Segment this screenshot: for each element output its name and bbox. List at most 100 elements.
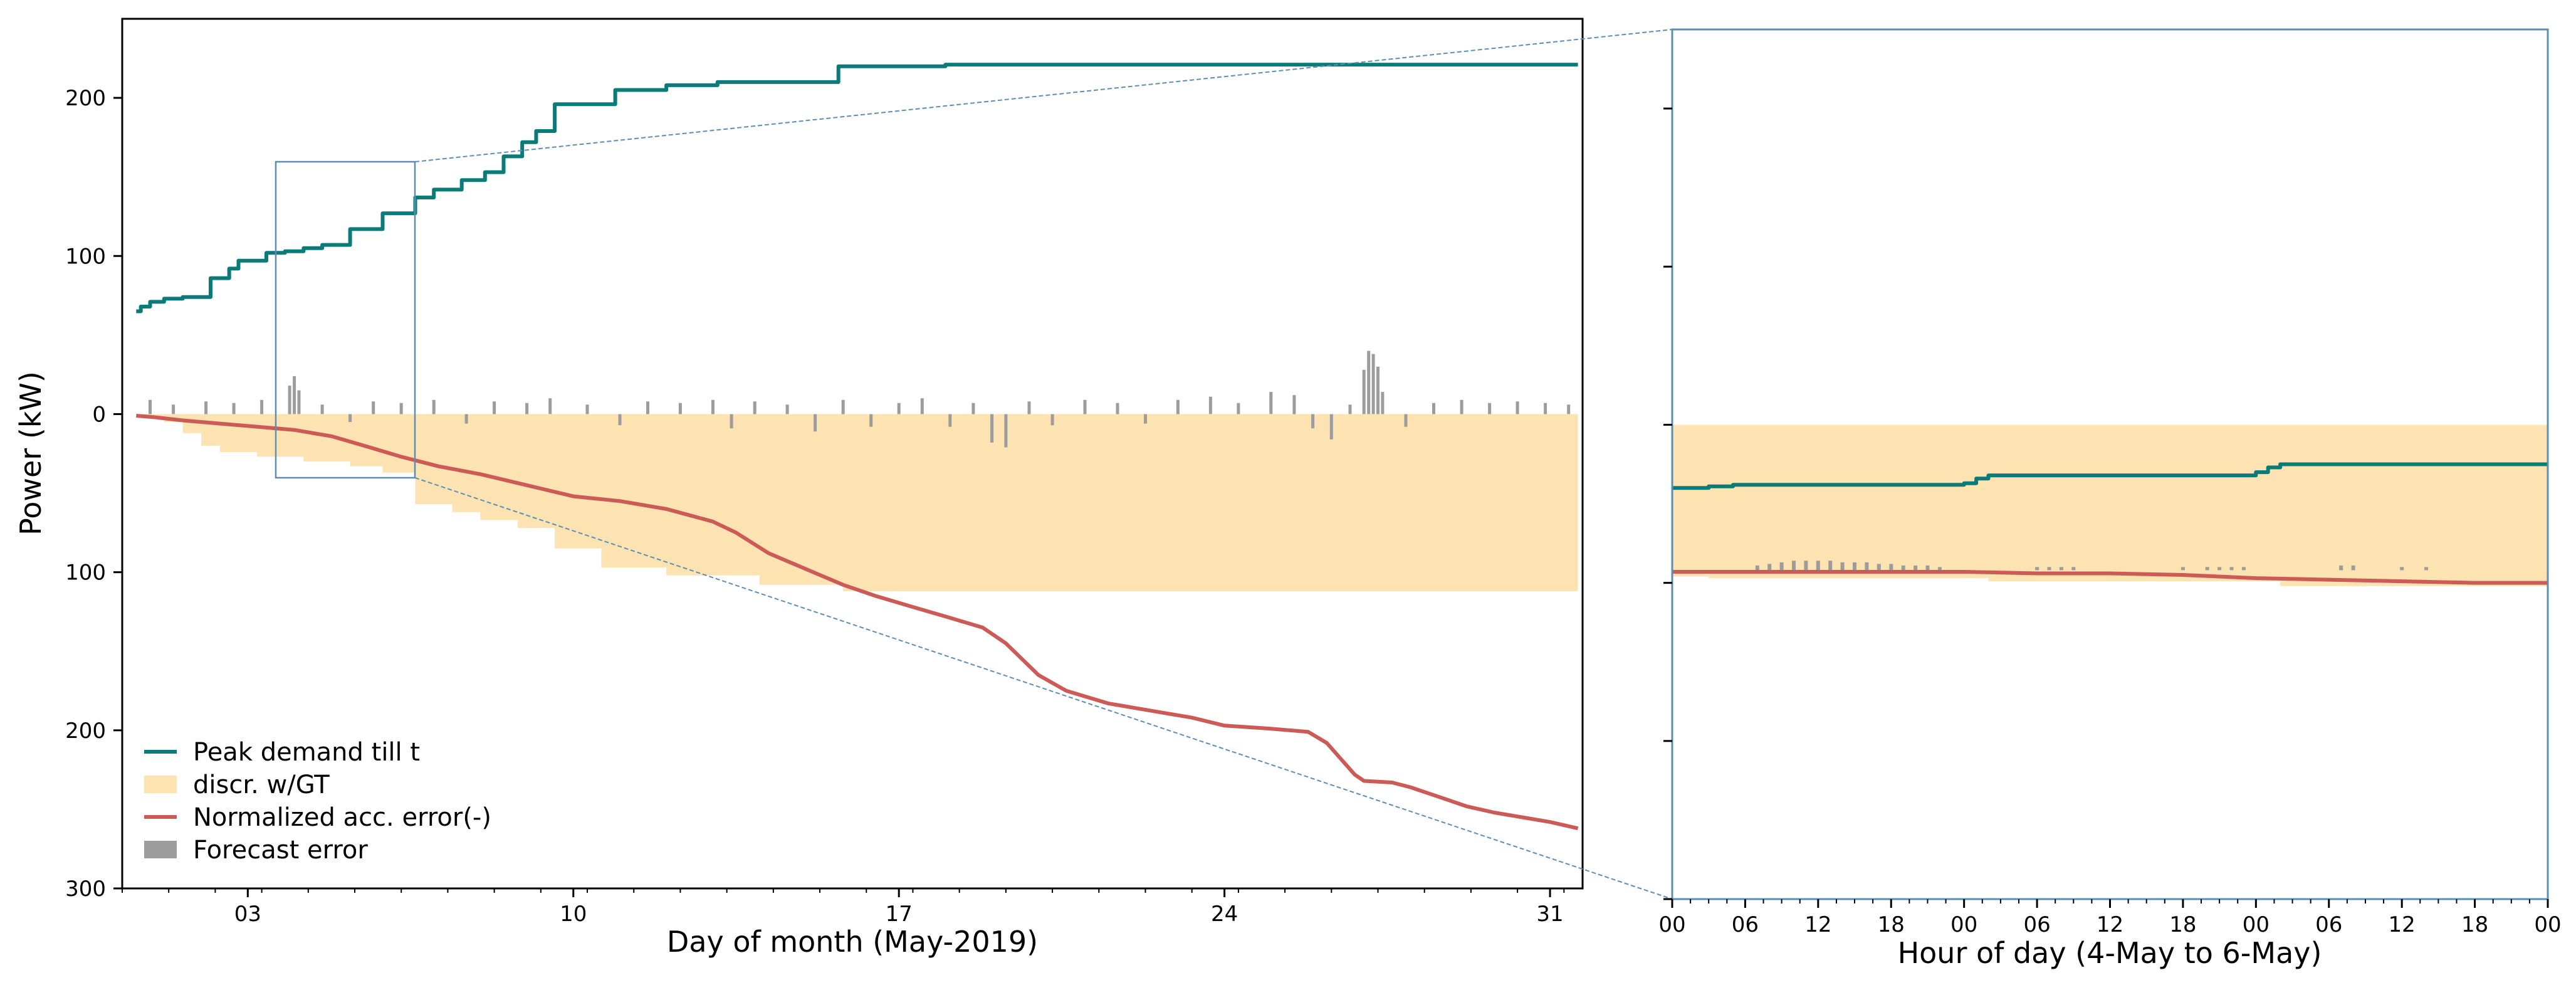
- panel0-forecast-error-bar-27: [869, 414, 873, 427]
- zoom-y-ticks: [1663, 107, 1672, 900]
- panel0-forecast-error-bar-24: [785, 404, 789, 414]
- panel0-forecast-error-bar-19: [646, 401, 649, 414]
- legend-label-discrepancy: discr. w/GT: [193, 771, 330, 799]
- zoom-x-axis-label: Hour of day (4-May to 6-May): [1898, 936, 2322, 970]
- panel1-forecast-error-bar-14: [1925, 565, 1930, 571]
- panel1-forecast-error-bar-23: [2229, 567, 2234, 571]
- panel0-forecast-error-bar-42: [1269, 392, 1273, 414]
- panel1-x-tick-label-3: 18: [1878, 912, 1905, 937]
- panel0-forecast-error-bar-47: [1362, 369, 1366, 414]
- panel1-x-tick-label-9: 06: [2315, 912, 2342, 937]
- panel0-forecast-error-bar-6: [293, 376, 296, 414]
- main-lines-layer: [136, 63, 1579, 831]
- panel0-forecast-error-bar-18: [618, 414, 622, 426]
- panel1-x-tick-label-10: 12: [2389, 912, 2416, 937]
- panel0-forecast-error-bar-53: [1432, 403, 1435, 414]
- panel1-forecast-error-bar-15: [1937, 567, 1942, 571]
- legend-label-forecast-error: Forecast error: [193, 836, 368, 865]
- panel1-forecast-error-bar-26: [2351, 565, 2355, 571]
- panel1-forecast-error-bar-3: [1792, 561, 1796, 571]
- panel1-forecast-error-bar-11: [1889, 564, 1893, 571]
- panel1-x-tick-label-0: 00: [1658, 912, 1685, 937]
- main-x-ticks: 03 10 17 24 31: [122, 888, 1565, 927]
- panel0-forecast-error-bar-45: [1329, 414, 1333, 440]
- panel0-forecast-error-bar-15: [525, 403, 529, 414]
- panel0-forecast-error-bar-21: [711, 399, 715, 414]
- panel0-forecast-error-bar-10: [372, 401, 375, 414]
- panel0-forecast-error-bar-9: [348, 414, 352, 423]
- main-chart-panel: 03 10 17 24 31 300 200 100 0 100 200 Day of month…: [14, 18, 1584, 959]
- panel0-forecast-error-bar-29: [920, 398, 924, 414]
- panel0-forecast-error-bar-25: [814, 414, 817, 432]
- panel1-x-tick-label-1: 06: [1732, 912, 1759, 937]
- panel1-forecast-error-bar-9: [1865, 562, 1869, 571]
- panel0-forecast-error-bar-57: [1544, 403, 1547, 414]
- panel1-forecast-error-bar-22: [2217, 567, 2222, 571]
- main-y-ticks: 300 200 100 0 100 200: [65, 86, 122, 902]
- panel0-forecast-error-bar-33: [1004, 414, 1008, 448]
- panel0-y-tick-label-4: 100: [65, 244, 106, 269]
- panel1-forecast-error-bar-4: [1804, 561, 1808, 571]
- panel1-forecast-error-bar-20: [2181, 567, 2185, 571]
- panel0-forecast-error-bar-55: [1488, 403, 1492, 414]
- panel0-forecast-error-bar-37: [1116, 403, 1119, 414]
- zoom-connector-bottom: [414, 477, 1673, 900]
- panel0-forecast-error-bar-49: [1371, 354, 1375, 414]
- panel0-normalized-acc-error-line: [136, 414, 1579, 831]
- panel0-forecast-error-bar-5: [288, 386, 291, 414]
- panel1-forecast-error-bar-13: [1914, 565, 1918, 571]
- panel0-forecast-error-bar-28: [897, 403, 901, 414]
- panel0-forecast-error-bar-52: [1404, 414, 1408, 427]
- panel0-forecast-error-bar-56: [1516, 401, 1519, 414]
- panel1-x-tick-label-8: 00: [2243, 912, 2270, 937]
- panel1-x-tick-label-11: 18: [2461, 912, 2488, 937]
- panel0-forecast-error-bar-38: [1144, 414, 1147, 424]
- panel1-forecast-error-bar-17: [2047, 567, 2051, 571]
- panel0-x-tick-label-1: 10: [560, 902, 587, 927]
- panel1-forecast-error-bar-2: [1779, 562, 1784, 571]
- panel0-forecast-error-bar-50: [1376, 366, 1380, 414]
- panel0-x-tick-label-3: 24: [1211, 902, 1238, 927]
- panel0-forecast-error-bar-1: [172, 404, 175, 414]
- panel0-forecast-error-bar-16: [548, 398, 552, 414]
- zoom-source-rectangle: [275, 161, 416, 479]
- zoom-discrepancy-area-layer: [1672, 424, 2548, 586]
- panel1-x-tick-label-2: 12: [1804, 912, 1831, 937]
- zoom-lines-layer: [1672, 462, 2548, 585]
- legend-label-normalized-error: Normalized acc. error(-): [193, 803, 491, 832]
- panel1-forecast-error-bar-6: [1828, 561, 1833, 571]
- panel0-forecast-error-bar-3: [232, 403, 236, 414]
- panel0-x-tick-label-4: 31: [1536, 902, 1563, 927]
- panel0-forecast-error-bar-32: [990, 414, 994, 443]
- panel0-forecast-error-bar-40: [1208, 396, 1212, 414]
- panel1-x-tick-label-6: 12: [2097, 912, 2123, 937]
- zoom-region-indicator: [275, 29, 1673, 900]
- panel1-discr-w-gt-area: [1672, 424, 2548, 586]
- panel0-forecast-error-bar-13: [464, 414, 468, 424]
- forecast-error-bars-layer: [149, 350, 1571, 448]
- panel1-forecast-error-bar-12: [1901, 565, 1905, 571]
- panel1-x-tick-label-4: 00: [1950, 912, 1977, 937]
- panel1-normalized-acc-error-line: [1672, 570, 2548, 585]
- main-y-axis-label: Power (kW): [14, 371, 48, 535]
- panel1-forecast-error-bar-25: [2339, 565, 2343, 571]
- panel0-forecast-error-bar-2: [204, 401, 208, 414]
- panel1-forecast-error-bar-18: [2059, 567, 2063, 571]
- panel0-forecast-error-bar-23: [753, 401, 757, 414]
- panel0-forecast-error-bar-39: [1176, 399, 1180, 414]
- panel0-forecast-error-bar-12: [432, 399, 436, 414]
- panel1-forecast-error-bar-1: [1767, 564, 1772, 571]
- panel0-forecast-error-bar-35: [1050, 414, 1054, 426]
- panel0-discr-w-gt-area: [136, 414, 1578, 596]
- panel0-forecast-error-bar-48: [1367, 350, 1371, 414]
- discrepancy-area-layer: [136, 414, 1578, 596]
- zoom-forecast-error-bars-layer: [1755, 561, 2428, 571]
- panel1-forecast-error-bar-27: [2400, 567, 2404, 571]
- panel0-y-tick-label-0: 300: [65, 877, 106, 902]
- legend: Peak demand till t discr. w/GT Normalize…: [144, 738, 491, 865]
- panel0-forecast-error-bar-22: [730, 414, 733, 429]
- panel0-x-tick-label-0: 03: [234, 902, 261, 927]
- panel0-forecast-error-bar-0: [149, 399, 152, 414]
- panel0-forecast-error-bar-11: [399, 403, 403, 414]
